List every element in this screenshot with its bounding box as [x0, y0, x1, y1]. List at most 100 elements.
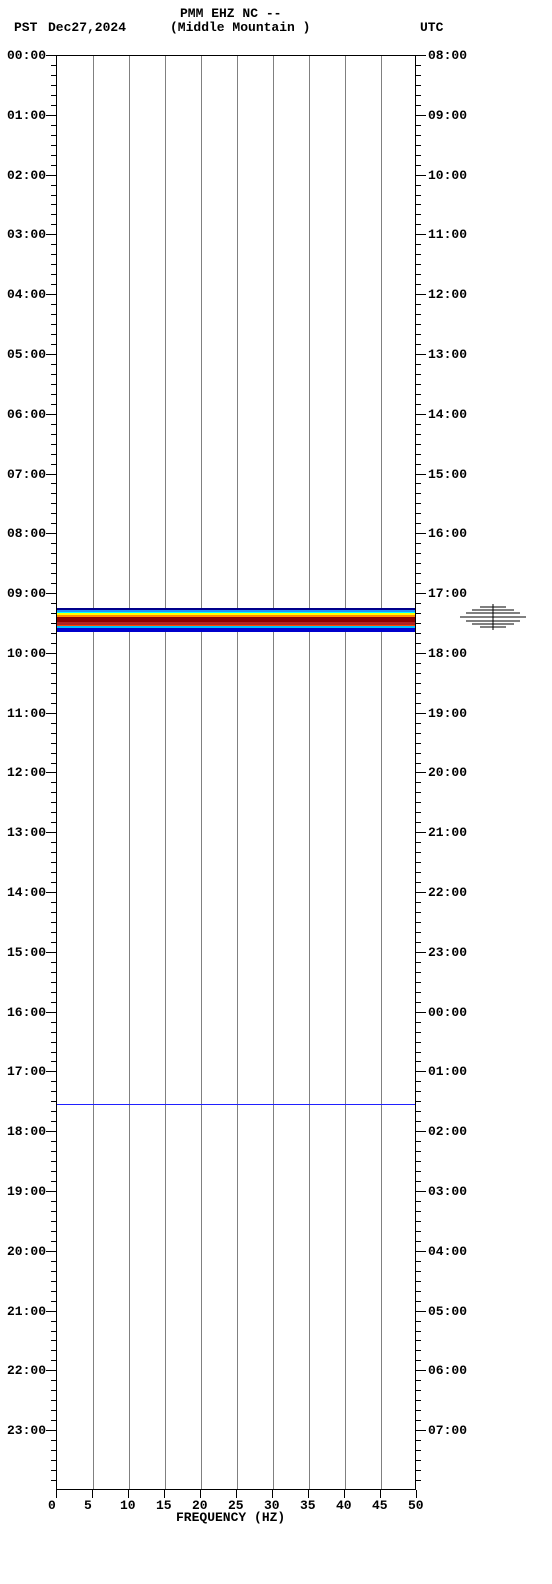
y-major-tick — [46, 294, 56, 296]
x-gridline — [381, 56, 382, 1489]
y-left-label: 03:00 — [4, 227, 46, 242]
y-minor-tick — [51, 404, 56, 406]
y-minor-tick — [51, 882, 56, 884]
y-left-label: 10:00 — [4, 646, 46, 661]
x-gridline — [273, 56, 274, 1489]
x-tick — [416, 1490, 417, 1498]
x-tick-label: 45 — [372, 1498, 388, 1513]
y-minor-tick — [51, 95, 56, 97]
y-minor-tick — [51, 204, 56, 206]
y-major-tick — [46, 55, 56, 57]
y-major-tick — [416, 1370, 426, 1372]
y-minor-tick — [51, 1052, 56, 1054]
y-minor-tick — [416, 962, 421, 964]
tz-left-label: PST — [14, 20, 37, 35]
y-minor-tick — [416, 75, 421, 77]
y-minor-tick — [416, 1281, 421, 1283]
y-minor-tick — [416, 1291, 421, 1293]
y-minor-tick — [416, 942, 421, 944]
y-minor-tick — [51, 1340, 56, 1342]
y-minor-tick — [51, 1380, 56, 1382]
y-minor-tick — [416, 1141, 421, 1143]
y-minor-tick — [416, 503, 421, 505]
y-minor-tick — [416, 723, 421, 725]
y-left-label: 23:00 — [4, 1423, 46, 1438]
y-right-label: 00:00 — [428, 1005, 467, 1020]
y-major-tick — [46, 1251, 56, 1253]
y-minor-tick — [416, 214, 421, 216]
y-minor-tick — [416, 254, 421, 256]
y-minor-tick — [416, 992, 421, 994]
y-minor-tick — [51, 1410, 56, 1412]
y-minor-tick — [416, 145, 421, 147]
y-major-tick — [46, 593, 56, 595]
y-left-label: 01:00 — [4, 108, 46, 123]
y-minor-tick — [51, 633, 56, 635]
y-minor-tick — [51, 344, 56, 346]
y-minor-tick — [416, 95, 421, 97]
y-minor-tick — [416, 1221, 421, 1223]
y-minor-tick — [51, 1460, 56, 1462]
station-code: PMM EHZ NC -- — [180, 6, 281, 21]
y-minor-tick — [416, 1360, 421, 1362]
y-minor-tick — [51, 743, 56, 745]
y-minor-tick — [416, 1042, 421, 1044]
y-minor-tick — [416, 125, 421, 127]
y-minor-tick — [416, 1111, 421, 1113]
y-major-tick — [416, 832, 426, 834]
y-major-tick — [46, 1012, 56, 1014]
y-major-tick — [46, 1430, 56, 1432]
y-minor-tick — [416, 573, 421, 575]
y-minor-tick — [51, 1032, 56, 1034]
y-minor-tick — [51, 444, 56, 446]
y-minor-tick — [51, 1201, 56, 1203]
y-minor-tick — [416, 753, 421, 755]
y-minor-tick — [416, 972, 421, 974]
y-minor-tick — [51, 254, 56, 256]
y-minor-tick — [416, 1161, 421, 1163]
y-minor-tick — [416, 155, 421, 157]
x-gridline — [345, 56, 346, 1489]
y-minor-tick — [51, 733, 56, 735]
y-minor-tick — [416, 932, 421, 934]
y-minor-tick — [51, 1350, 56, 1352]
y-minor-tick — [51, 1221, 56, 1223]
y-minor-tick — [51, 1261, 56, 1263]
y-minor-tick — [416, 553, 421, 555]
y-minor-tick — [416, 424, 421, 426]
y-minor-tick — [51, 1151, 56, 1153]
y-minor-tick — [51, 703, 56, 705]
y-left-label: 14:00 — [4, 885, 46, 900]
y-minor-tick — [416, 852, 421, 854]
x-gridline — [129, 56, 130, 1489]
y-minor-tick — [51, 942, 56, 944]
y-minor-tick — [416, 862, 421, 864]
y-minor-tick — [416, 1450, 421, 1452]
y-minor-tick — [51, 155, 56, 157]
y-left-label: 02:00 — [4, 168, 46, 183]
y-major-tick — [46, 1191, 56, 1193]
y-minor-tick — [51, 503, 56, 505]
y-minor-tick — [51, 75, 56, 77]
y-minor-tick — [51, 802, 56, 804]
y-minor-tick — [416, 135, 421, 137]
y-minor-tick — [51, 284, 56, 286]
y-right-label: 13:00 — [428, 347, 467, 362]
y-minor-tick — [51, 792, 56, 794]
y-minor-tick — [51, 812, 56, 814]
y-right-label: 01:00 — [428, 1064, 467, 1079]
y-minor-tick — [51, 723, 56, 725]
y-left-label: 05:00 — [4, 347, 46, 362]
y-right-label: 20:00 — [428, 765, 467, 780]
y-major-tick — [416, 713, 426, 715]
y-major-tick — [416, 234, 426, 236]
y-minor-tick — [416, 902, 421, 904]
y-minor-tick — [51, 244, 56, 246]
y-minor-tick — [51, 384, 56, 386]
y-minor-tick — [416, 1350, 421, 1352]
y-minor-tick — [416, 623, 421, 625]
y-minor-tick — [51, 1002, 56, 1004]
y-minor-tick — [51, 643, 56, 645]
y-minor-tick — [51, 1440, 56, 1442]
y-major-tick — [46, 713, 56, 715]
